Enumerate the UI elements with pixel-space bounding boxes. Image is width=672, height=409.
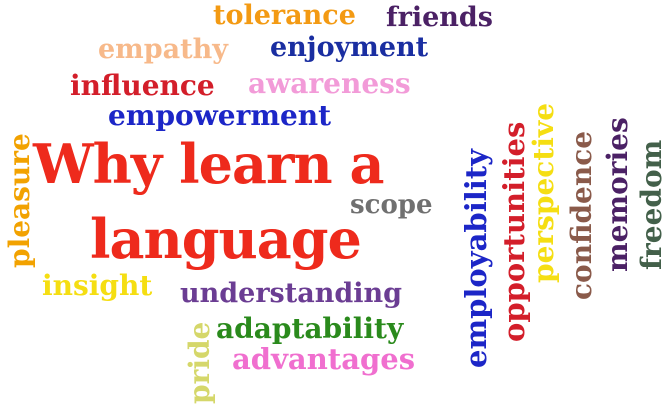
word-memories: memories [601, 117, 634, 272]
word-empowerment: empowerment [108, 99, 332, 132]
title-line-2: language [90, 207, 362, 271]
word-adaptability: adaptability [216, 312, 404, 345]
word-understanding: understanding [180, 278, 402, 309]
word-tolerance: tolerance [213, 0, 356, 31]
title-line-1: Why learn a [33, 132, 384, 196]
word-empathy: empathy [98, 34, 228, 65]
word-friends: friends [386, 2, 493, 33]
word-freedom: freedom [635, 139, 668, 270]
word-insight: insight [42, 269, 153, 302]
word-employability: employability [459, 149, 493, 368]
word-advantages: advantages [232, 342, 416, 376]
word-awareness: awareness [248, 67, 411, 100]
word-scope: scope [350, 190, 433, 220]
word-enjoyment: enjoyment [270, 32, 429, 63]
word-pride: pride [183, 321, 216, 404]
word-confidence: confidence [565, 130, 598, 300]
word-perspective: perspective [527, 102, 560, 283]
word-opportunities: opportunities [497, 121, 531, 342]
word-pleasure: pleasure [3, 133, 36, 268]
word-influence: influence [70, 69, 215, 102]
